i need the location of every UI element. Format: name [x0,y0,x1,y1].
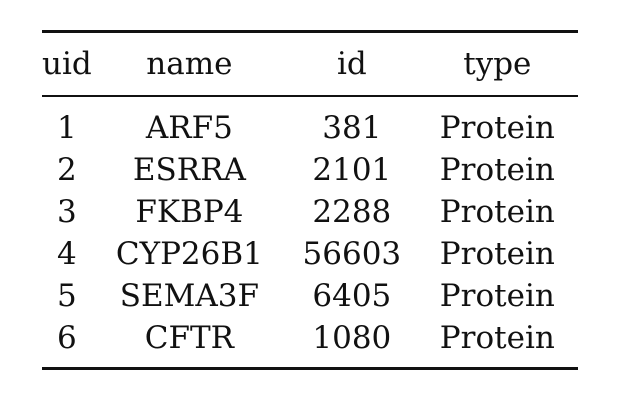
cell-type: Protein [439,236,555,272]
cell-uid: 5 [57,278,77,314]
table-row: 3 FKBP4 2288 Protein [42,191,578,233]
cell-name: CFTR [144,320,235,356]
table-row: 4 CYP26B1 56603 Protein [42,233,578,275]
cell-type: Protein [439,194,555,230]
cell-uid: 2 [57,152,77,188]
cell-name: SEMA3F [119,278,260,314]
cell-uid: 6 [57,320,77,356]
cell-id: 2288 [312,194,392,230]
cell-id: 381 [322,110,382,146]
cell-uid: 3 [57,194,77,230]
table-header: uid name id type [42,31,578,96]
table-row: 1 ARF5 381 Protein [42,96,578,149]
header-uid: uid [42,46,92,82]
cell-name: CYP26B1 [115,236,263,272]
header-name: name [146,46,233,82]
cell-uid: 4 [57,236,77,272]
cell-id: 1080 [312,320,392,356]
data-table: uid name id type 1 ARF5 381 Protein 2 ES… [42,30,578,370]
cell-uid: 1 [57,110,77,146]
table-row: 2 ESRRA 2101 Protein [42,149,578,191]
cell-type: Protein [439,110,555,146]
cell-id: 6405 [312,278,392,314]
header-type: type [463,46,532,82]
table-row: 5 SEMA3F 6405 Protein [42,275,578,317]
cell-id: 2101 [312,152,392,188]
cell-name: ARF5 [145,110,233,146]
data-table-container: uid name id type 1 ARF5 381 Protein 2 ES… [42,30,578,370]
table-body: 1 ARF5 381 Protein 2 ESRRA 2101 Protein … [42,96,578,369]
cell-id: 56603 [302,236,402,272]
header-row: uid name id type [42,31,578,96]
header-id: id [336,46,367,82]
cell-type: Protein [439,278,555,314]
cell-type: Protein [439,152,555,188]
cell-name: FKBP4 [135,194,244,230]
table-row: 6 CFTR 1080 Protein [42,317,578,369]
cell-type: Protein [439,320,555,356]
cell-name: ESRRA [132,152,246,188]
